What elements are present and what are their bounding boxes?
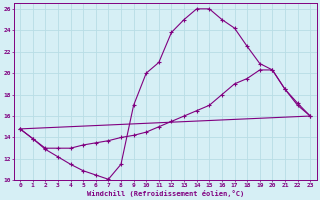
X-axis label: Windchill (Refroidissement éolien,°C): Windchill (Refroidissement éolien,°C) — [86, 190, 244, 197]
